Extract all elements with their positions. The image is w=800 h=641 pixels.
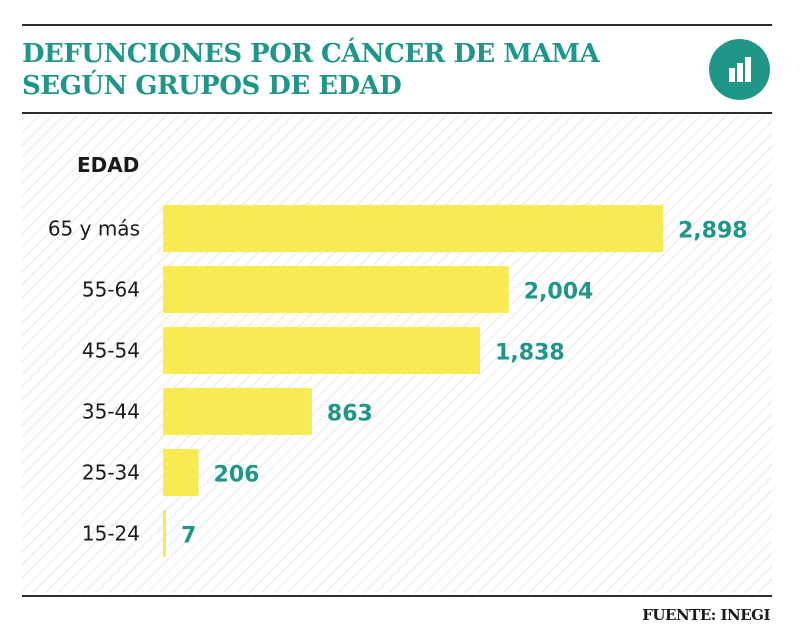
chart-title-line-1: DEFUNCIONES POR CÁNCER DE MAMA xyxy=(22,39,600,69)
value-label-4: 206 xyxy=(214,463,260,488)
category-label-4: 25-34 xyxy=(82,461,140,485)
bar-4 xyxy=(163,449,199,496)
category-label-3: 35-44 xyxy=(82,400,140,424)
category-label-1: 55-64 xyxy=(82,278,140,302)
bar-chart-icon xyxy=(709,39,770,100)
bar-1 xyxy=(163,266,509,313)
top-rule xyxy=(22,24,772,26)
category-label-0: 65 y más xyxy=(48,217,140,241)
value-label-5: 7 xyxy=(181,524,196,549)
value-label-3: 863 xyxy=(327,402,373,427)
bar-0 xyxy=(163,205,663,252)
value-label-0: 2,898 xyxy=(678,219,748,244)
chart-title: DEFUNCIONES POR CÁNCER DE MAMA SEGÚN GRU… xyxy=(22,38,600,102)
chart-title-line-2: SEGÚN GRUPOS DE EDAD xyxy=(22,71,402,101)
bar-3 xyxy=(163,388,312,435)
value-label-2: 1,838 xyxy=(495,341,565,366)
source-note: FUENTE: INEGI xyxy=(642,606,770,624)
category-label-2: 45-54 xyxy=(82,339,140,363)
bottom-rule xyxy=(22,595,772,597)
value-label-1: 2,004 xyxy=(524,280,594,305)
bar-5 xyxy=(163,510,166,557)
category-label-5: 15-24 xyxy=(82,522,140,546)
axis-title: EDAD xyxy=(77,153,140,177)
header-rule xyxy=(22,112,772,114)
plot-background xyxy=(22,115,772,593)
bar-2 xyxy=(163,327,481,374)
